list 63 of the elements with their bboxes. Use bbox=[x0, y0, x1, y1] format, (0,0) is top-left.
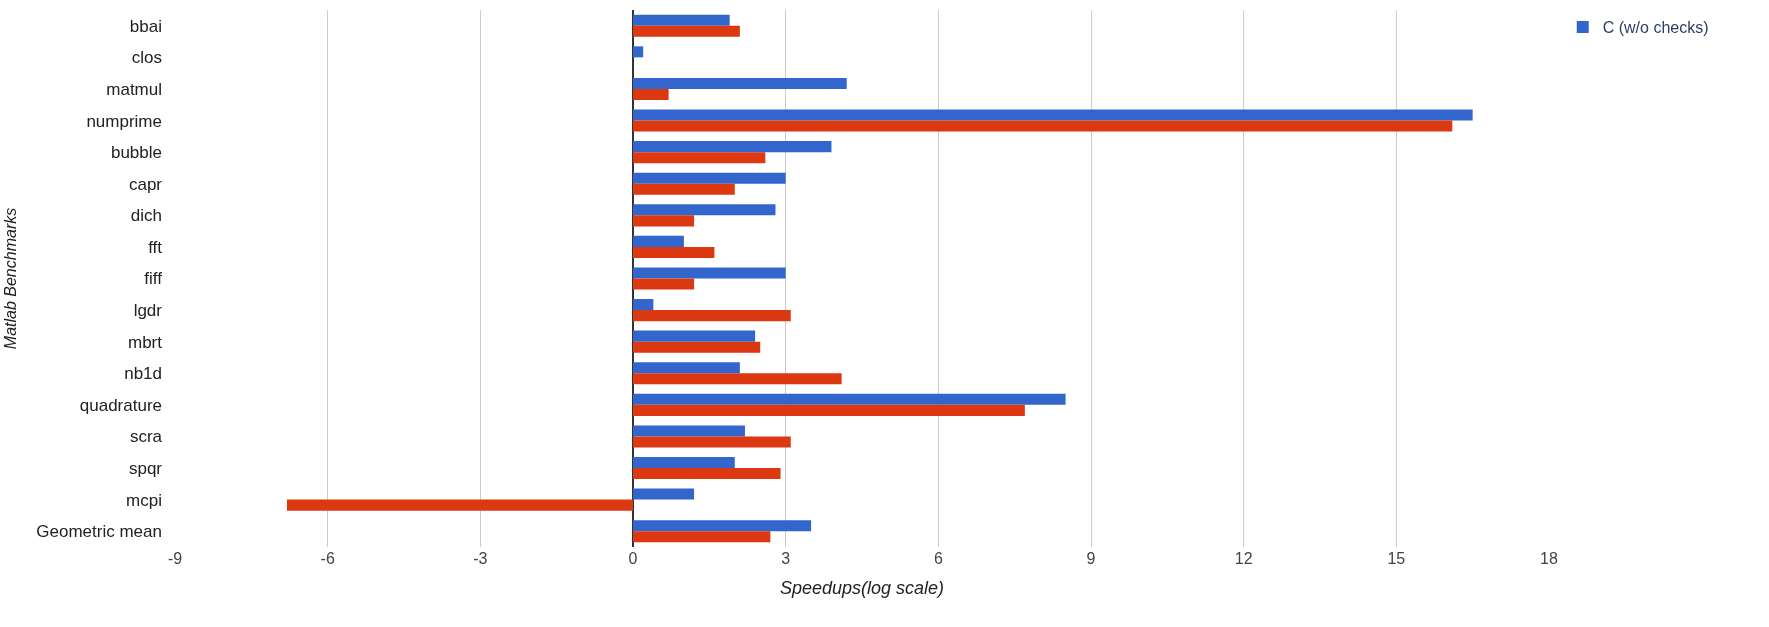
bar bbox=[633, 488, 695, 500]
y-tick-label: spqr bbox=[128, 458, 163, 478]
bar bbox=[633, 141, 832, 153]
bar bbox=[633, 436, 791, 448]
x-tick-label: 3 bbox=[781, 550, 791, 567]
bar bbox=[633, 204, 776, 216]
bar bbox=[633, 120, 1453, 132]
bar bbox=[633, 404, 1025, 416]
bar bbox=[286, 499, 633, 511]
y-tick-label: quadrature bbox=[79, 395, 162, 415]
x-tick-label: 12 bbox=[1234, 550, 1253, 567]
bar bbox=[633, 88, 669, 101]
y-tick-label: clos bbox=[131, 48, 162, 68]
y-tick-label: bbai bbox=[129, 16, 162, 36]
bar bbox=[633, 362, 740, 374]
bar bbox=[633, 310, 791, 322]
bar bbox=[633, 520, 812, 532]
y-tick-label: mbrt bbox=[128, 332, 163, 352]
y-tick-label: Geometric mean bbox=[36, 522, 162, 542]
y-tick-label: dich bbox=[130, 206, 162, 226]
y-tick-label: fiff bbox=[144, 269, 163, 289]
y-tick-label: mcpi bbox=[126, 490, 162, 510]
y-tick-label: scra bbox=[129, 427, 163, 447]
legend-label: C (w/o checks) bbox=[1602, 19, 1709, 37]
y-tick-label: lgdr bbox=[133, 301, 163, 321]
bar bbox=[633, 215, 695, 227]
bar bbox=[633, 25, 740, 37]
bar bbox=[633, 299, 654, 311]
bar bbox=[633, 341, 761, 353]
x-tick-label: -3 bbox=[473, 550, 488, 567]
bar bbox=[633, 456, 735, 469]
y-tick-label: matmul bbox=[106, 79, 162, 99]
bar bbox=[633, 152, 766, 164]
x-tick-label: 9 bbox=[1086, 550, 1096, 567]
x-tick-label: -6 bbox=[320, 550, 335, 567]
bar bbox=[633, 14, 730, 26]
y-tick-label: bubble bbox=[110, 143, 162, 163]
bar bbox=[633, 330, 756, 342]
bar bbox=[633, 46, 644, 58]
bar bbox=[633, 425, 745, 437]
y-tick-label: numprime bbox=[86, 111, 162, 131]
bar bbox=[633, 77, 847, 89]
bar bbox=[633, 531, 771, 543]
bar bbox=[633, 393, 1066, 405]
bar bbox=[633, 109, 1473, 121]
bar bbox=[633, 246, 715, 258]
x-tick-label: 18 bbox=[1540, 550, 1558, 567]
y-tick-label: fft bbox=[148, 237, 163, 257]
y-tick-label: nb1d bbox=[124, 364, 162, 384]
y-tick-label: capr bbox=[128, 174, 163, 194]
x-tick-label: 15 bbox=[1387, 550, 1406, 567]
x-tick-label: -9 bbox=[167, 550, 183, 567]
bar bbox=[633, 373, 842, 385]
bar bbox=[633, 183, 735, 195]
x-tick-label: 6 bbox=[933, 550, 943, 567]
bar bbox=[633, 172, 786, 184]
bar bbox=[633, 267, 786, 279]
y-axis-title: Matlab Benchmarks bbox=[2, 207, 20, 350]
x-tick-label: 0 bbox=[628, 550, 638, 567]
bar bbox=[633, 235, 684, 247]
bar bbox=[633, 278, 695, 290]
x-axis-title: Speedups(log scale) bbox=[779, 578, 945, 599]
bar bbox=[633, 468, 781, 480]
